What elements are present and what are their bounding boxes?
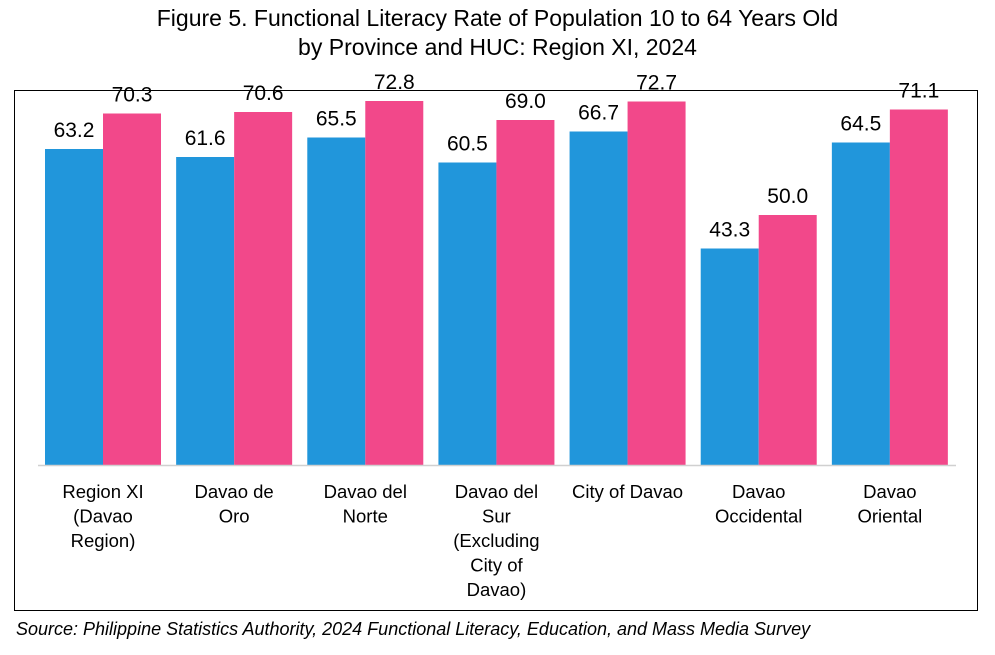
bar-2-5	[758, 215, 817, 465]
data-label-1-1: 61.6	[185, 127, 226, 150]
data-label-1-6: 64.5	[840, 113, 881, 136]
bar-2-3	[496, 120, 555, 465]
data-label-2-5: 50.0	[767, 185, 808, 208]
category-label-0-0: Region XI	[62, 481, 143, 502]
category-label-1-1: Oro	[219, 506, 250, 527]
category-label-3-3: City of	[470, 555, 523, 576]
category-label-6-1: Oriental	[857, 506, 922, 527]
data-label-2-6: 71.1	[898, 80, 939, 103]
category-label-0-1: (Davao	[73, 506, 133, 527]
data-label-2-3: 69.0	[505, 90, 546, 113]
category-label-5-1: Occidental	[715, 506, 802, 527]
bar-1-2	[307, 137, 366, 465]
category-label-5-0: Davao	[732, 481, 785, 502]
category-label-3-4: Davao)	[467, 579, 527, 600]
bar-2-6	[889, 109, 948, 465]
category-label-6-0: Davao	[863, 481, 916, 502]
data-label-1-0: 63.2	[54, 119, 95, 142]
bar-2-1	[234, 112, 293, 465]
category-label-3-0: Davao del	[455, 481, 538, 502]
data-label-2-2: 72.8	[374, 71, 415, 94]
chart-title-line-1: Figure 5. Functional Literacy Rate of Po…	[156, 5, 839, 31]
bar-2-4	[627, 101, 686, 465]
chart-frame	[14, 90, 978, 611]
bar-1-0	[45, 149, 103, 465]
bar-1-1	[176, 157, 235, 465]
category-label-2-1: Norte	[343, 506, 388, 527]
category-label-0-2: Region)	[71, 530, 136, 551]
bar-1-3	[438, 162, 497, 465]
bar-2-2	[365, 101, 424, 465]
category-label-3-2: (Excluding	[453, 530, 539, 551]
bar-1-4	[569, 131, 628, 465]
data-label-1-3: 60.5	[447, 133, 488, 156]
category-label-1-0: Davao de	[195, 481, 274, 502]
category-label-3-1: Sur	[482, 506, 511, 527]
data-label-1-4: 66.7	[578, 102, 619, 125]
category-label-4-0: City of Davao	[572, 481, 683, 502]
category-label-2-0: Davao del	[324, 481, 407, 502]
data-label-2-1: 70.6	[243, 82, 284, 105]
bar-1-6	[831, 142, 890, 465]
data-label-1-5: 43.3	[709, 219, 750, 242]
bar-1-5	[700, 248, 759, 465]
chart-title: Figure 5. Functional Literacy Rate of Po…	[0, 4, 995, 62]
data-label-2-0: 70.3	[112, 84, 153, 107]
source-note: Source: Philippine Statistics Authority,…	[16, 619, 811, 639]
chart-title-line-2: by Province and HUC: Region XI, 2024	[298, 34, 697, 60]
data-label-1-2: 65.5	[316, 108, 357, 131]
data-label-2-4: 72.7	[636, 72, 677, 95]
bar-2-0	[103, 113, 161, 465]
